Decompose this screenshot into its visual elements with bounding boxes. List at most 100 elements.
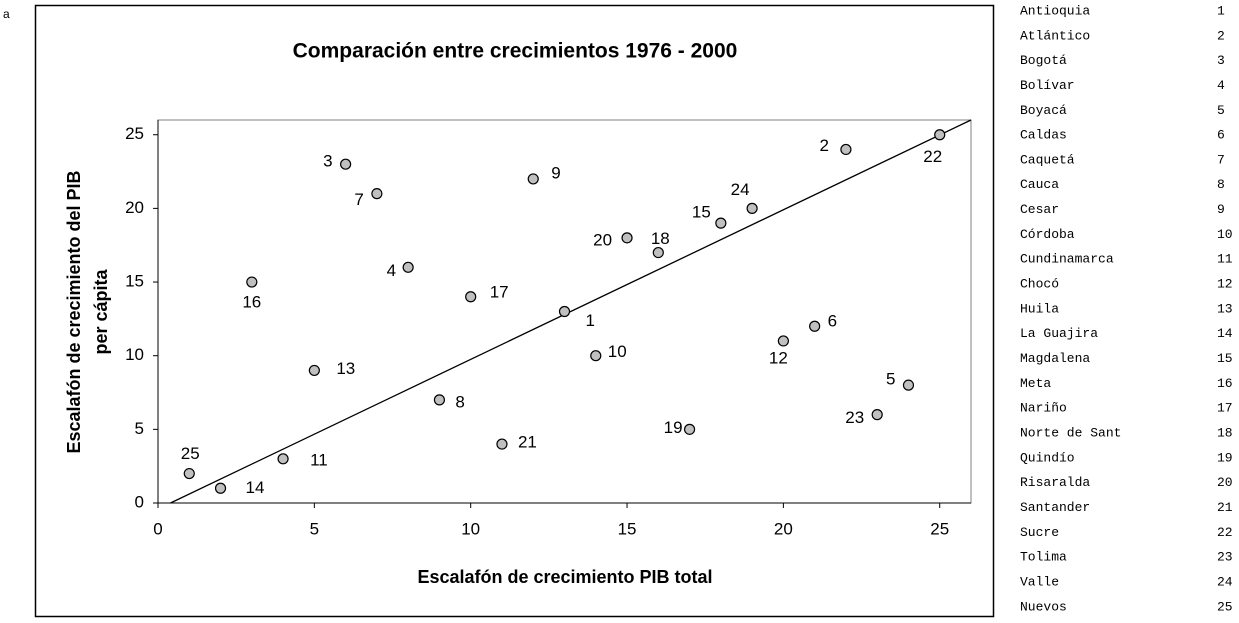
y-tick-label: 10 [125,345,144,364]
point [840,143,852,156]
y-tick-label: 25 [125,124,144,143]
point [683,423,696,435]
table-number: 23 [1217,550,1233,565]
point-label: 11 [310,450,328,469]
table-number: 14 [1217,326,1233,341]
point-label: 14 [246,478,265,497]
x-tick-label: 10 [461,519,480,538]
point-label: 12 [769,348,788,367]
table-number: 24 [1217,575,1233,590]
table-number: 6 [1217,128,1225,143]
table-name: Norte de Sant [1020,426,1121,441]
point-label: 6 [828,312,837,331]
x-tick-label: 20 [774,519,793,538]
table-name: Caquetá [1020,152,1075,167]
point-label: 25 [181,444,200,463]
point-label: 1 [586,311,595,330]
table-number: 19 [1217,450,1233,465]
table-number: 2 [1217,28,1225,43]
table-number: 16 [1217,376,1233,391]
table-number: 4 [1217,78,1225,93]
x-tick-label: 25 [930,519,949,538]
point [433,394,446,406]
table-number: 13 [1217,301,1233,316]
table-name: Magdalena [1020,351,1090,366]
point-label: 19 [664,418,683,437]
table-number: 12 [1217,277,1233,292]
table-name: Córdoba [1020,227,1075,242]
point-label: 20 [593,230,612,249]
table-name: Valle [1020,575,1059,590]
trend-line [170,119,972,504]
point [902,379,915,391]
point [558,305,571,318]
point [496,438,508,450]
point [746,202,758,214]
y-axis-label: per cápita [91,269,111,355]
point [652,246,664,259]
point-label: 7 [354,190,363,209]
point-label: 21 [518,433,537,452]
x-tick-label: 0 [153,519,162,538]
point-label: 3 [323,152,332,171]
table-number: 11 [1217,252,1233,267]
y-tick-label: 0 [135,492,144,511]
point-label: 4 [387,261,396,280]
point-label: 9 [551,163,560,182]
table-name: Bolívar [1020,78,1075,93]
point [934,129,946,141]
point [809,320,821,332]
table-number: 3 [1217,53,1225,68]
table-number: 18 [1217,426,1233,441]
table-name: Meta [1020,376,1051,391]
point [590,350,602,362]
table-name: Quindío [1020,450,1075,465]
table-name: Cauca [1020,177,1059,192]
table-number: 9 [1217,202,1225,217]
table-number: 17 [1217,401,1233,416]
table-name: Risaralda [1020,475,1090,490]
table-number: 1 [1217,3,1225,18]
point [777,335,789,347]
point-label: 2 [819,136,828,155]
point [715,217,727,229]
point-label: 10 [608,342,627,361]
point [183,467,195,480]
point [465,291,477,303]
table-number: 21 [1217,500,1233,515]
table-number: 5 [1217,103,1225,118]
table-name: Atlántico [1020,28,1090,43]
table-number: 7 [1217,152,1225,167]
chart-title: Comparación entre crecimientos 1976 - 20… [293,40,738,63]
x-tick-label: 15 [618,519,637,538]
point-label: 8 [455,392,464,411]
x-axis-label: Escalafón de crecimiento PIB total [417,567,712,587]
y-tick-label: 15 [125,272,144,291]
table-number: 15 [1217,351,1233,366]
point-label: 17 [490,282,509,301]
table-number: 10 [1217,227,1233,242]
x-tick-label: 5 [310,519,319,538]
corner-text: a [3,7,10,21]
point-label: 23 [845,408,864,427]
y-axis-label: Escalafón de crecimiento del PIB [64,170,84,453]
point [246,276,258,288]
point [340,158,352,170]
point [871,409,883,421]
point-label: 22 [923,147,942,166]
table-name: Nuevos [1020,599,1067,614]
point [371,188,383,200]
table-name: Santander [1020,500,1090,515]
y-tick-label: 20 [125,198,144,217]
table-name: Huila [1020,301,1059,316]
point [621,232,633,244]
table-number: 8 [1217,177,1225,192]
point [308,364,320,377]
table-name: La Guajira [1020,326,1098,341]
table-number: 22 [1217,525,1233,540]
table-name: Tolima [1020,550,1067,565]
table-name: Nariño [1020,401,1067,416]
point [527,173,539,185]
point-label: 5 [886,370,895,389]
